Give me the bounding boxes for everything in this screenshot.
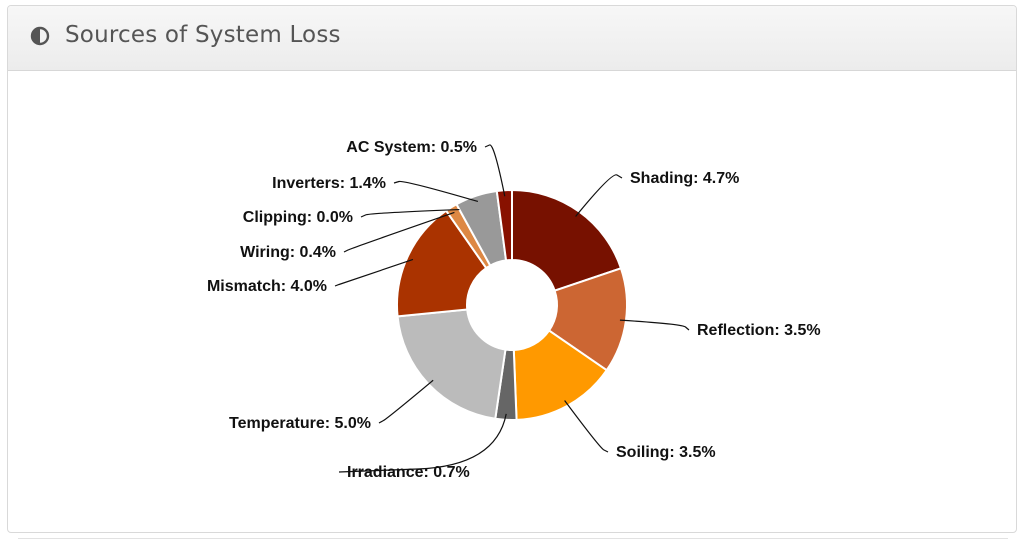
leader-line-ac-system bbox=[484, 144, 506, 197]
leader-line-temperature bbox=[378, 379, 434, 424]
panel-header: Sources of System Loss bbox=[8, 6, 1016, 71]
slice-temperature[interactable] bbox=[396, 308, 507, 420]
data-label-clipping: Clipping: 0.0% bbox=[243, 209, 353, 226]
data-label-temperature: Temperature: 5.0% bbox=[229, 415, 371, 432]
panel-title: Sources of System Loss bbox=[65, 22, 341, 48]
leader-line-wiring bbox=[343, 211, 455, 253]
data-label-wiring: Wiring: 0.4% bbox=[240, 244, 336, 261]
leader-line-shading bbox=[575, 174, 623, 217]
data-label-soiling: Soiling: 3.5% bbox=[616, 444, 716, 461]
leader-line-soiling bbox=[564, 400, 609, 453]
data-label-inverters: Inverters: 1.4% bbox=[272, 175, 386, 192]
data-label-irradiance: Irradiance: 0.7% bbox=[347, 464, 470, 481]
data-label-mismatch: Mismatch: 4.0% bbox=[207, 278, 327, 295]
data-label-shading: Shading: 4.7% bbox=[630, 170, 739, 187]
panel-bottom-divider bbox=[18, 538, 1008, 539]
leader-line-reflection bbox=[619, 319, 690, 331]
slice-ac-system[interactable] bbox=[495, 188, 513, 262]
data-label-ac-system: AC System: 0.5% bbox=[346, 139, 477, 156]
leader-line-mismatch bbox=[334, 258, 414, 287]
system-loss-panel: Sources of System Loss bbox=[7, 5, 1017, 533]
slice-shading[interactable] bbox=[511, 188, 623, 292]
leader-line-irradiance bbox=[338, 413, 507, 473]
leader-line-clipping bbox=[360, 208, 460, 218]
leader-line-inverters bbox=[393, 180, 479, 203]
half-circle-icon bbox=[30, 26, 50, 46]
data-label-reflection: Reflection: 3.5% bbox=[697, 322, 821, 339]
